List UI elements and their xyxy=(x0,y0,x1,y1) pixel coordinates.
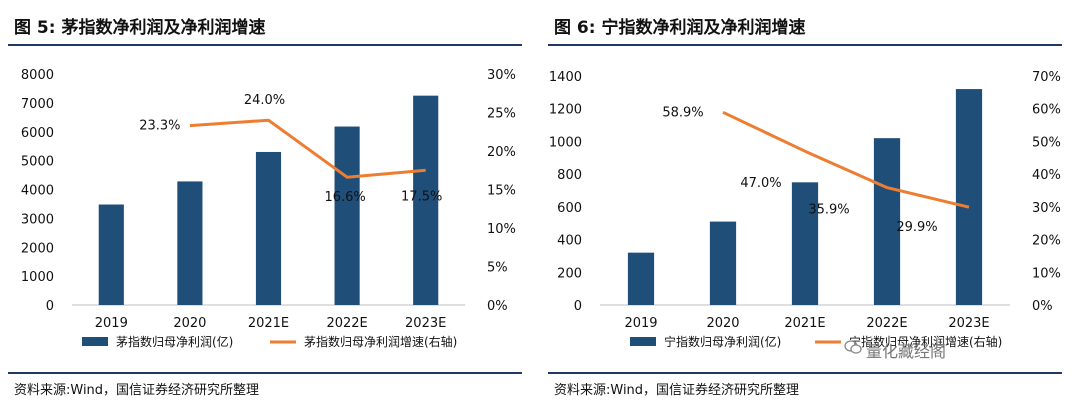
y-left-tick-label: 0 xyxy=(46,299,54,314)
legend-label: 宁指数归母净利润(亿) xyxy=(664,334,781,349)
y-right-tick-label: 10% xyxy=(487,222,516,237)
y-left-tick-label: 400 xyxy=(557,234,582,249)
x-tick-label: 2019 xyxy=(95,316,128,331)
y-right-tick-label: 5% xyxy=(487,261,508,276)
data-label: 16.6% xyxy=(324,190,365,205)
y-right-tick-label: 10% xyxy=(1032,266,1061,281)
data-label: 58.9% xyxy=(662,105,703,120)
figure-title-bar: 图 5: 茅指数净利润及净利润增速 xyxy=(8,8,522,46)
source-bar: 资料来源:Wind，国信证券经济研究所整理 xyxy=(548,372,1062,400)
y-left-tick-label: 0 xyxy=(574,299,582,314)
x-tick-label: 2023E xyxy=(948,316,989,331)
y-right-tick-label: 20% xyxy=(487,145,516,160)
data-label: 17.5% xyxy=(401,189,442,204)
x-tick-label: 2022E xyxy=(326,316,367,331)
y-left-tick-label: 600 xyxy=(557,201,582,216)
bar xyxy=(873,138,901,305)
y-left-tick-label: 7000 xyxy=(21,97,54,112)
x-tick-label: 2021E xyxy=(248,316,289,331)
source-note: 资料来源:Wind，国信证券经济研究所整理 xyxy=(554,383,800,398)
x-tick-label: 2022E xyxy=(866,316,907,331)
x-tick-label: 2020 xyxy=(173,316,206,331)
watermark-text: 量化藏经阁 xyxy=(866,342,947,361)
x-tick-label: 2021E xyxy=(784,316,825,331)
chart-ningindex-profit: 0 200 400 600 800 1000 1200 1400 0% 10% 20% 30% 40% 5… xyxy=(549,70,1061,349)
legend-swatch-bar xyxy=(82,337,108,346)
y-left-tick-label: 1400 xyxy=(549,70,582,85)
y-left-tick-label: 4000 xyxy=(21,184,54,199)
legend-swatch-bar xyxy=(630,337,656,346)
figure-title-bar: 图 6: 宁指数净利润及净利润增速 xyxy=(548,8,1062,46)
y-right-tick-label: 25% xyxy=(487,107,516,122)
source-note: 资料来源:Wind，国信证券经济研究所整理 xyxy=(14,383,260,398)
y-right-tick-label: 20% xyxy=(1032,234,1061,249)
y-right-tick-label: 30% xyxy=(487,68,516,83)
bar xyxy=(334,126,360,306)
data-label: 24.0% xyxy=(244,93,285,108)
y-right-tick-label: 30% xyxy=(1032,201,1061,216)
bar xyxy=(709,221,737,305)
y-left-tick-label: 1200 xyxy=(549,103,582,118)
bar xyxy=(413,95,439,305)
chart-maoindex-profit: 0 1000 2000 3000 4000 5000 6000 7000 8000 0% 5% 10%… xyxy=(21,68,516,349)
figure-title: 图 6: 宁指数净利润及净利润增速 xyxy=(554,18,806,38)
legend-label: 宁指数归母净利润增速(右轴) xyxy=(849,334,1002,349)
bar xyxy=(98,204,124,305)
y-left-tick-label: 6000 xyxy=(21,126,54,141)
y-left-tick-label: 1000 xyxy=(21,270,54,285)
y-right-tick-label: 40% xyxy=(1032,168,1061,183)
y-left-tick-label: 8000 xyxy=(21,68,54,83)
figure-title: 图 5: 茅指数净利润及净利润增速 xyxy=(14,18,266,38)
wechat-icon xyxy=(844,340,862,354)
y-right-tick-label: 15% xyxy=(487,184,516,199)
source-bar: 资料来源:Wind，国信证券经济研究所整理 xyxy=(8,372,522,400)
data-label: 35.9% xyxy=(808,203,849,218)
chart-panel-left: 图 5: 茅指数净利润及净利润增速 0 1000 2000 3000 4000 5000 6… xyxy=(0,0,530,400)
legend-label: 茅指数归母净利润增速(右轴) xyxy=(304,334,457,349)
y-right-tick-label: 0% xyxy=(1032,299,1053,314)
y-right-tick-label: 50% xyxy=(1032,135,1061,150)
x-tick-label: 2019 xyxy=(624,316,657,331)
data-label: 23.3% xyxy=(139,119,180,134)
y-right-tick-label: 70% xyxy=(1032,70,1061,85)
bar xyxy=(955,89,983,305)
y-left-tick-label: 1000 xyxy=(549,135,582,150)
data-label: 29.9% xyxy=(896,220,937,235)
y-left-tick-label: 200 xyxy=(557,266,582,281)
x-tick-label: 2020 xyxy=(706,316,739,331)
chart-panel-right: 图 6: 宁指数净利润及净利润增速 0 200 400 600 800 1000 1200 1… xyxy=(540,0,1070,400)
bar xyxy=(627,252,655,305)
y-right-tick-label: 0% xyxy=(487,299,508,314)
y-left-tick-label: 2000 xyxy=(21,241,54,256)
y-left-tick-label: 5000 xyxy=(21,155,54,170)
data-label: 47.0% xyxy=(740,176,781,191)
y-right-tick-label: 60% xyxy=(1032,103,1061,118)
bar xyxy=(177,181,203,305)
bar xyxy=(791,182,819,305)
x-tick-label: 2023E xyxy=(405,316,446,331)
legend-label: 茅指数归母净利润(亿) xyxy=(116,334,233,349)
growth-line xyxy=(722,110,970,209)
growth-line xyxy=(189,118,426,179)
y-left-tick-label: 800 xyxy=(557,168,582,183)
y-left-tick-label: 3000 xyxy=(21,212,54,227)
bar xyxy=(255,151,282,305)
